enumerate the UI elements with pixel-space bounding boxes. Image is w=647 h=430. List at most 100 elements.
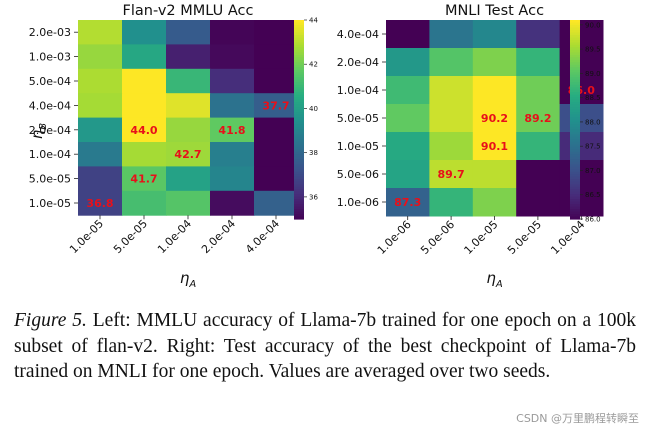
mmlu-colorbar-segment xyxy=(294,69,304,73)
mnli-colorbar-segment xyxy=(570,112,580,116)
mmlu-heatmap-panel: Flan-v2 MMLU Acc 37.7 44.0 41.8 42.7 41.7 36.8… xyxy=(28,3,318,290)
mmlu-heatmap-cell xyxy=(254,117,299,143)
mmlu-heatmap-cell xyxy=(210,68,255,94)
mnli-heatmap-cell xyxy=(386,160,430,189)
mnli-heatmap-cell xyxy=(472,48,517,77)
mnli-colorbar-segment xyxy=(570,171,580,175)
mnli-colorbar-segment xyxy=(570,97,580,101)
mmlu-heatmap-cell xyxy=(166,142,211,167)
mnli-y-tick-label: 2.0e-04 xyxy=(337,56,379,69)
figure-caption: Figure 5. Left: MMLU accuracy of Llama-7… xyxy=(14,308,636,385)
mmlu-colorbar-segment xyxy=(294,89,304,93)
mnli-x-tick-label: 5.0e-06 xyxy=(418,218,457,257)
mmlu-colorbar-segment xyxy=(294,186,304,190)
mmlu-y-tick-label: 1.0e-03 xyxy=(29,51,71,64)
mnli-heatmap-cell xyxy=(386,20,430,49)
mnli-colorbar-segment xyxy=(570,146,580,150)
mnli-heatmap-cell xyxy=(559,104,604,133)
mmlu-heatmap-cell xyxy=(78,93,123,119)
mnli-y-tick-label: 1.0e-04 xyxy=(337,84,379,97)
mnli-colorbar-segment xyxy=(570,42,580,46)
mmlu-colorbar-segment xyxy=(294,166,304,170)
mnli-colorbar-segment xyxy=(570,124,580,128)
mnli-x-tick-label: 1.0e-04 xyxy=(548,218,587,257)
mnli-colorbar-segment xyxy=(570,139,580,143)
mnli-heatmap-cell xyxy=(472,20,517,49)
mmlu-cell-label: 44.0 xyxy=(130,124,157,137)
mnli-colorbar-segment xyxy=(570,186,580,190)
mnli-heatmap-cell xyxy=(516,132,561,161)
mnli-colorbar-tick-label: 90.0 xyxy=(585,21,601,29)
mnli-colorbar-segment xyxy=(570,74,580,78)
mnli-colorbar-segment xyxy=(570,92,580,96)
mnli-colorbar-segment xyxy=(570,209,580,213)
mnli-colorbar-segment xyxy=(570,29,580,34)
mmlu-heatmap-cell xyxy=(166,117,211,143)
mnli-heatmap-cell xyxy=(429,104,474,133)
watermark: CSDN @万里鹏程转瞬至 xyxy=(516,412,639,425)
mnli-colorbar-segment xyxy=(570,114,580,118)
mmlu-heatmap-cell xyxy=(166,93,211,119)
mnli-colorbar-segment xyxy=(570,214,580,218)
mmlu-colorbar-segment xyxy=(294,206,304,210)
mmlu-colorbar-segment xyxy=(294,174,304,178)
mmlu-colorbar-segment xyxy=(294,52,304,56)
mmlu-colorbar-segment xyxy=(294,74,304,78)
mmlu-heatmap-cell xyxy=(254,142,299,167)
mnli-cell-label: 90.2 xyxy=(481,112,508,125)
mnli-cell-label: 89.7 xyxy=(438,168,465,181)
mmlu-colorbar-segment xyxy=(294,99,304,103)
mmlu-colorbar-segment xyxy=(294,114,304,118)
mnli-colorbar-segment xyxy=(570,201,580,205)
mnli-colorbar-segment xyxy=(570,131,580,136)
mmlu-colorbar-segment xyxy=(294,149,304,153)
mnli-colorbar-segment xyxy=(570,54,580,58)
mnli-colorbar-segment xyxy=(570,72,580,76)
mmlu-cell-label: 42.7 xyxy=(174,148,201,161)
mnli-colorbar-tick-label: 89.0 xyxy=(585,70,601,78)
mnli-heatmap-cell xyxy=(386,132,430,161)
mnli-colorbar-tick-label: 86.0 xyxy=(585,216,601,224)
mmlu-heatmap-cell xyxy=(122,190,167,216)
mnli-colorbar-segment xyxy=(570,184,580,188)
mmlu-colorbar-segment xyxy=(294,27,304,31)
mmlu-colorbar-tick-label: 38 xyxy=(309,149,318,157)
figure: Flan-v2 MMLU Acc 37.7 44.0 41.8 42.7 41.7 36.8… xyxy=(28,3,604,290)
mnli-colorbar-tick-label: 88.5 xyxy=(585,94,601,102)
mmlu-heatmap-cell xyxy=(78,190,123,216)
mnli-heatmap-cell xyxy=(516,76,561,105)
mmlu-colorbar-segment xyxy=(294,67,304,71)
mmlu-heatmap-cell xyxy=(254,20,299,45)
mnli-colorbar-segment xyxy=(570,126,580,131)
mmlu-colorbar-segment xyxy=(294,97,304,101)
mnli-colorbar-segment xyxy=(570,62,580,66)
mmlu-colorbar-tick-label: 36 xyxy=(309,193,318,201)
mnli-colorbar-tick-label: 87.0 xyxy=(585,167,601,175)
mmlu-colorbar-segment xyxy=(294,154,304,158)
mmlu-heatmap-cell xyxy=(122,166,167,192)
mnli-heatmap-cell xyxy=(429,160,474,189)
mnli-colorbar-segment xyxy=(570,129,580,133)
mnli-colorbar-segment xyxy=(570,49,580,53)
mmlu-colorbar-segment xyxy=(294,161,304,165)
mnli-colorbar-segment xyxy=(570,206,580,210)
mmlu-colorbar-segment xyxy=(294,181,304,185)
mmlu-heatmap-cell xyxy=(254,166,299,192)
mmlu-heatmap-cell xyxy=(122,68,167,94)
mmlu-y-tick-label: 2.0e-04 xyxy=(29,124,71,137)
mmlu-colorbar-segment xyxy=(294,37,304,41)
mmlu-heatmap-cell xyxy=(166,190,211,216)
mmlu-heatmap-cell xyxy=(166,68,211,94)
mnli-heatmap-cell xyxy=(386,188,430,217)
mnli-heatmap-cell xyxy=(386,76,430,105)
mmlu-heatmap-cell xyxy=(122,142,167,167)
mmlu-colorbar-segment xyxy=(294,64,304,68)
mnli-colorbar-segment xyxy=(570,156,580,160)
mnli-colorbar-segment xyxy=(570,104,580,108)
mmlu-colorbar-segment xyxy=(294,159,304,163)
mmlu-colorbar-segment xyxy=(294,124,304,128)
mnli-colorbar-segment xyxy=(570,22,580,26)
mnli-heatmap-cell xyxy=(429,76,474,105)
mmlu-colorbar-segment xyxy=(294,144,304,148)
mmlu-colorbar-segment xyxy=(294,176,304,180)
